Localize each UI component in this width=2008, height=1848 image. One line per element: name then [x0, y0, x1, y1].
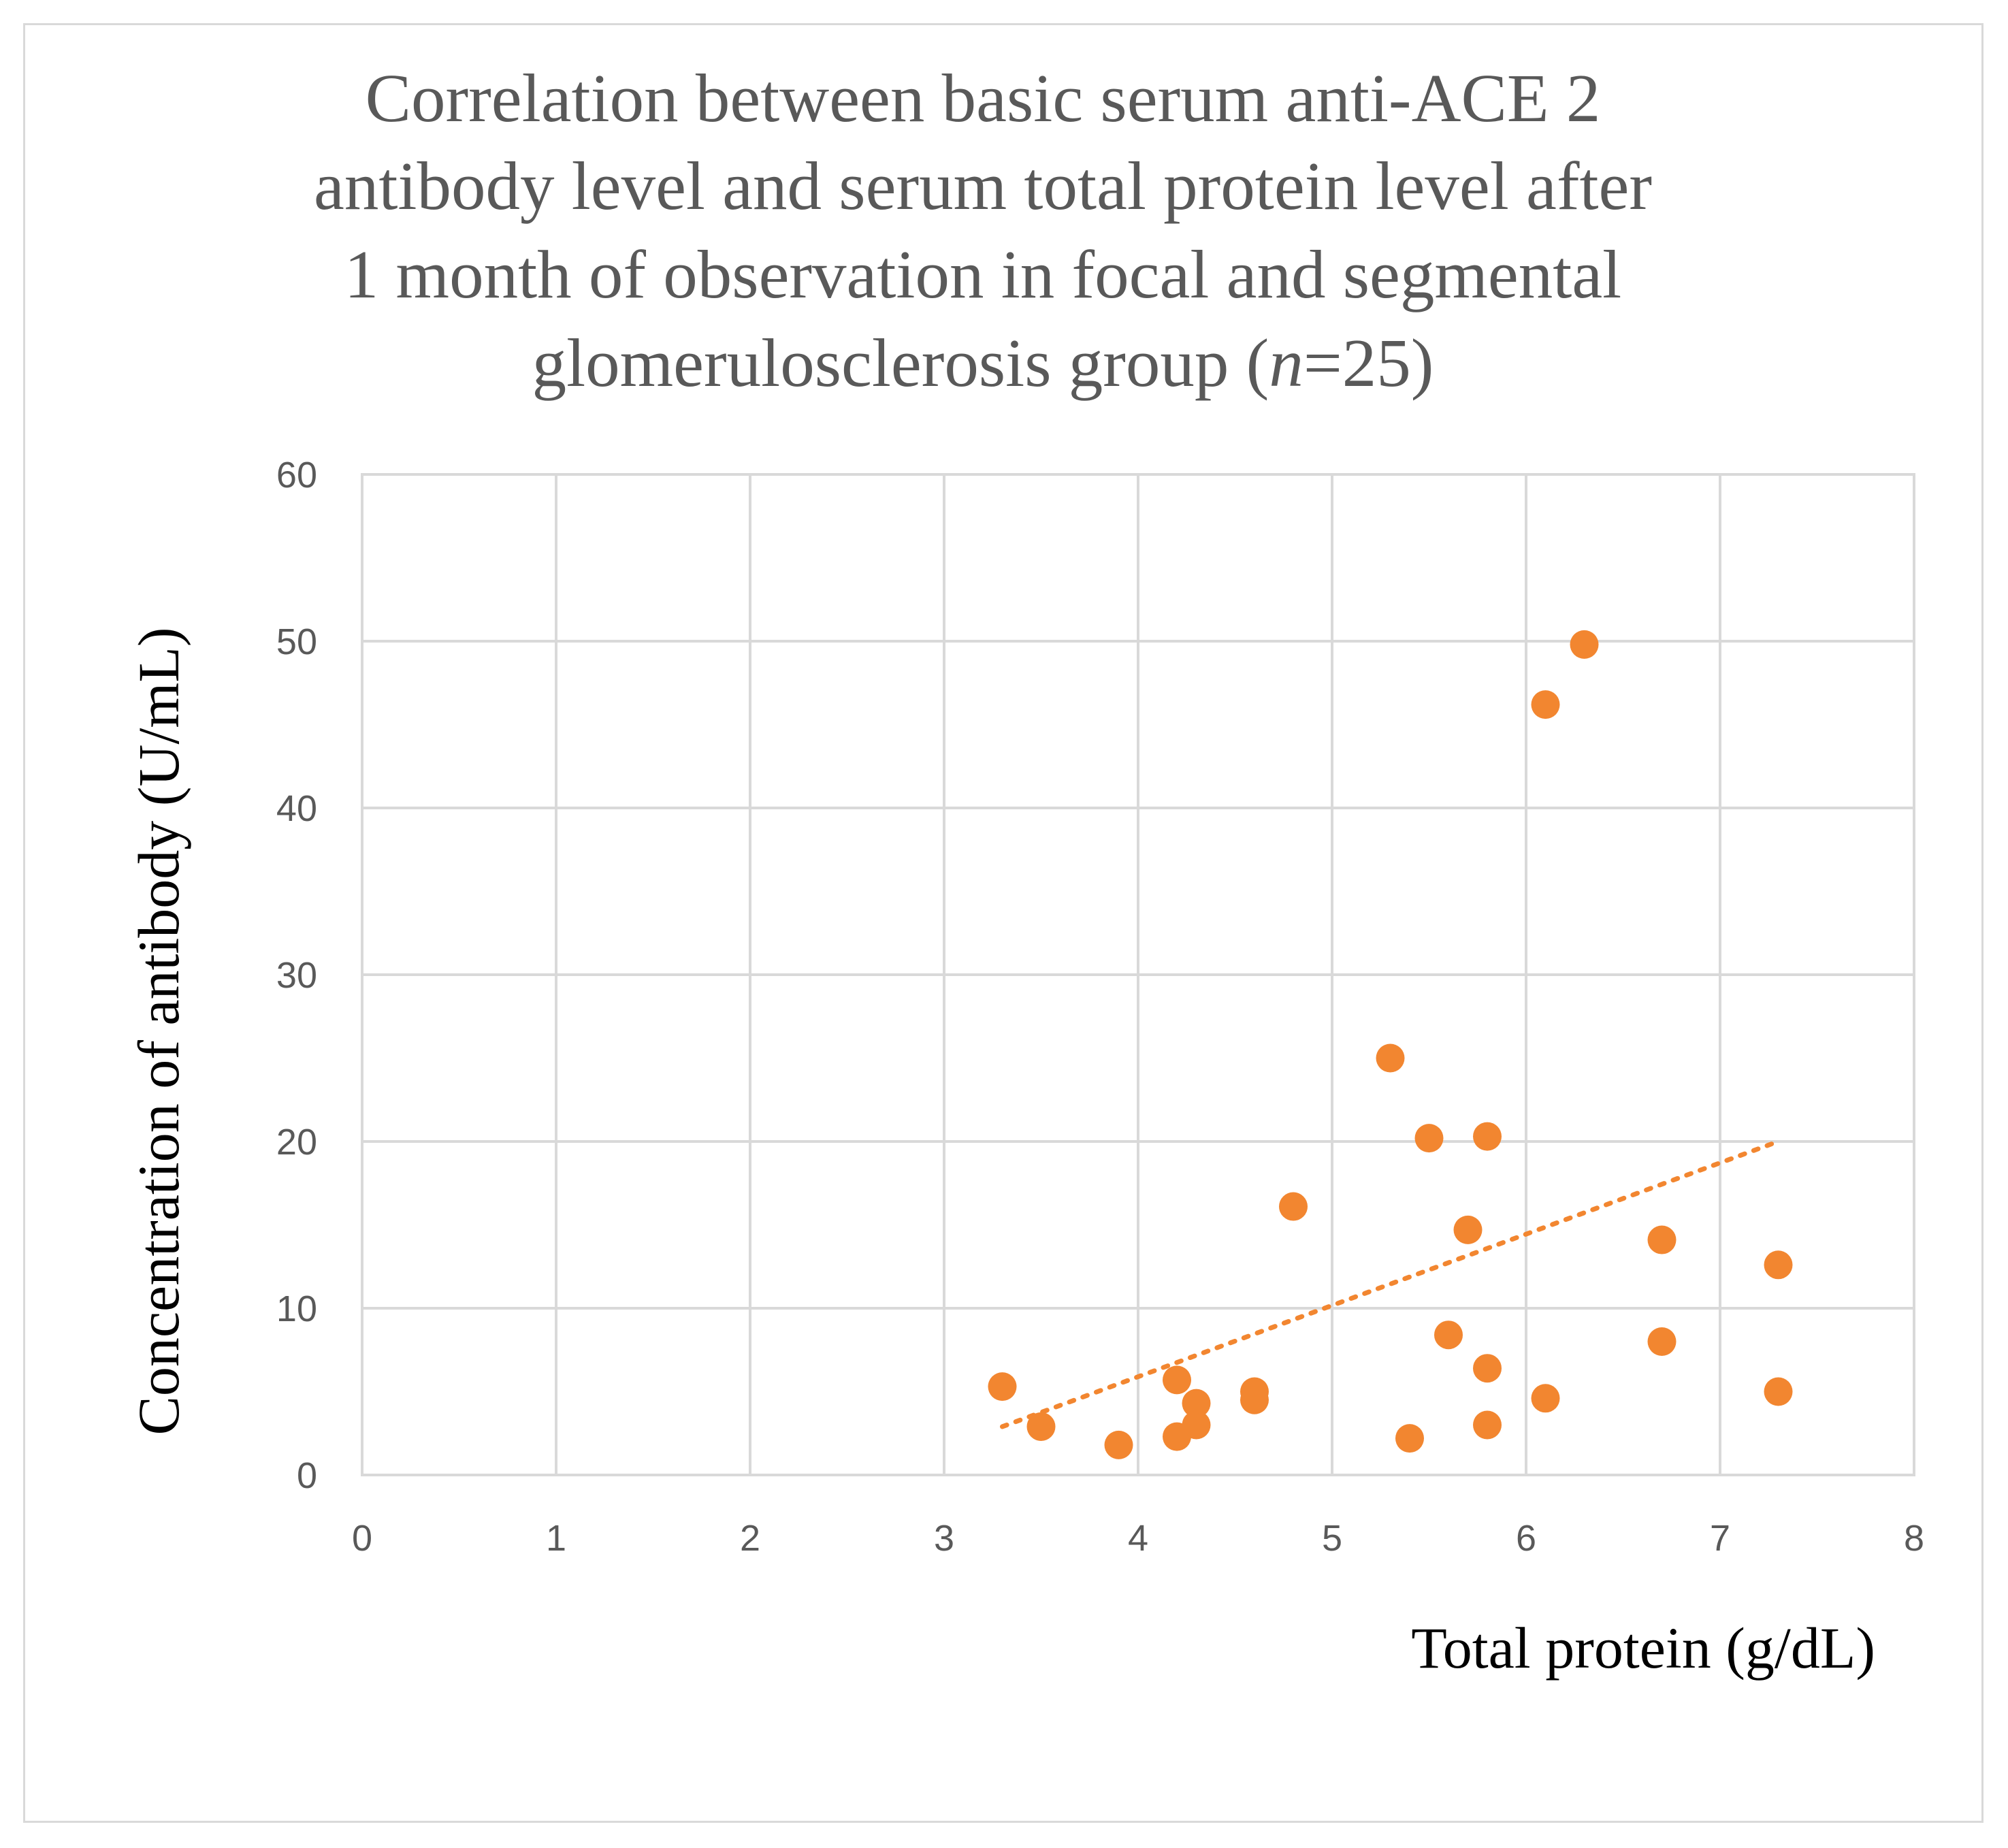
y-axis-ticks: 0 10 20 30 40 50 60	[276, 455, 317, 1496]
title-line-1: Correlation between basic serum anti-ACE…	[366, 60, 1601, 136]
data-point-3	[1163, 1365, 1191, 1395]
data-point-20	[1570, 630, 1599, 659]
x-axis-title: Total protein (g/dL)	[1411, 1615, 1875, 1681]
data-point-10	[1376, 1043, 1405, 1073]
title-line-3: 1 month of observation in focal and segm…	[344, 236, 1621, 312]
title-n-italic: n	[1269, 325, 1303, 401]
data-point-23	[1764, 1250, 1793, 1280]
data-point-21	[1647, 1225, 1677, 1254]
data-point-6	[1182, 1410, 1211, 1440]
data-point-14	[1453, 1215, 1483, 1244]
data-point-2	[1104, 1430, 1133, 1459]
x-tick-label-8: 8	[1904, 1518, 1924, 1559]
title-line-4: glomerulosclerosis group (n=25)	[532, 325, 1434, 401]
data-point-24	[1764, 1377, 1793, 1406]
y-tick-label-1: 10	[276, 1288, 317, 1329]
data-point-22	[1647, 1327, 1677, 1356]
x-tick-label-1: 1	[546, 1518, 566, 1559]
x-tick-label-7: 7	[1710, 1518, 1730, 1559]
x-tick-label-6: 6	[1516, 1518, 1536, 1559]
x-tick-label-0: 0	[352, 1518, 372, 1559]
gridlines	[361, 473, 1915, 1476]
data-point-19	[1531, 1384, 1560, 1413]
data-point-17	[1473, 1410, 1502, 1440]
data-point-11	[1395, 1424, 1424, 1453]
data-point-16	[1473, 1354, 1502, 1383]
title-line-4-main: glomerulosclerosis group (	[532, 325, 1269, 401]
chart-frame	[23, 23, 1983, 1823]
data-point-5	[1182, 1389, 1211, 1418]
y-tick-label-5: 50	[276, 621, 317, 662]
data-point-18	[1531, 690, 1560, 719]
x-axis-ticks: 0 1 2 3 4 5 6 7 8	[352, 1518, 1924, 1559]
chart-title: Correlation between basic serum anti-ACE…	[314, 60, 1652, 401]
y-axis-title: Concentration of antibody (U/mL)	[126, 628, 191, 1436]
y-tick-label-2: 20	[276, 1122, 317, 1163]
trendline	[1000, 1139, 1781, 1429]
x-tick-label-2: 2	[740, 1518, 760, 1559]
data-point-13	[1434, 1320, 1463, 1350]
data-point-1	[1026, 1412, 1056, 1441]
x-tick-label-3: 3	[934, 1518, 954, 1559]
data-point-9	[1279, 1192, 1308, 1221]
data-point-15	[1473, 1122, 1502, 1151]
data-point-0	[988, 1372, 1017, 1401]
y-tick-label-3: 30	[276, 955, 317, 996]
y-tick-label-4: 40	[276, 788, 317, 829]
x-tick-label-4: 4	[1128, 1518, 1148, 1559]
data-points	[988, 630, 1793, 1459]
x-tick-label-5: 5	[1322, 1518, 1342, 1559]
title-n-suffix: =25)	[1303, 325, 1434, 401]
data-point-8	[1240, 1385, 1269, 1414]
plot-area-border	[361, 473, 1915, 1476]
title-line-2: antibody level and serum total protein l…	[314, 148, 1652, 224]
y-tick-label-6: 60	[276, 455, 317, 496]
y-tick-label-0: 0	[297, 1455, 317, 1496]
data-point-12	[1414, 1124, 1444, 1153]
